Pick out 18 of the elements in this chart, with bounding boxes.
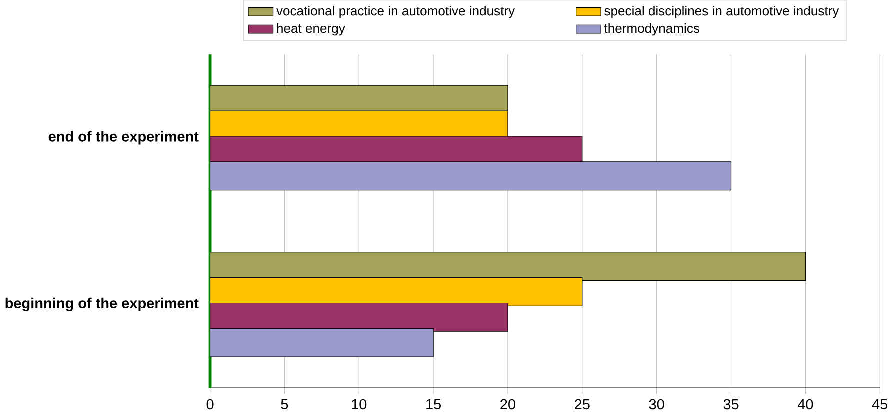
x-tick-label: 40	[798, 399, 814, 410]
legend-label: special disciplines in automotive industry	[604, 6, 840, 18]
x-tick-label: 30	[649, 399, 664, 410]
y-tick-label: end of the experiment	[48, 130, 199, 144]
legend-label: vocational practice in automotive industry	[276, 6, 516, 18]
x-tick-label: 5	[281, 399, 288, 410]
x-tick-label: 25	[575, 399, 590, 410]
bar	[210, 302, 508, 332]
x-tick-label: 0	[206, 399, 214, 410]
y-tick-label: beginning of the experiment	[6, 298, 199, 312]
x-tick-label: 15	[426, 399, 442, 410]
x-tick-label: 35	[724, 399, 739, 410]
legend-label: heat energy	[277, 23, 346, 36]
x-tick-label: 45	[872, 399, 888, 410]
x-tick-label: 10	[352, 399, 367, 410]
bar	[210, 252, 806, 281]
x-tick-label: 20	[500, 399, 516, 410]
legend-label: thermodynamics	[604, 23, 700, 36]
